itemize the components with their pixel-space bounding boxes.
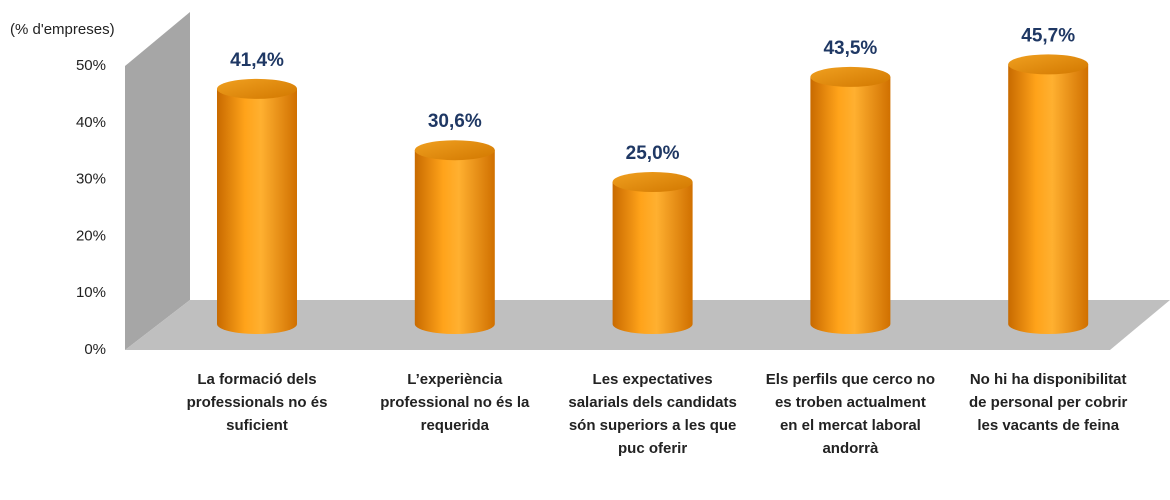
bar-top <box>810 66 891 87</box>
y-axis-label: (% d'empreses) <box>10 21 115 38</box>
bar <box>217 88 297 335</box>
bar <box>810 76 891 335</box>
value-label: 41,4% <box>230 50 284 71</box>
y-tick-label: 0% <box>84 341 106 358</box>
x-tick-label: No hi ha disponibilitat de personal per … <box>968 371 1128 434</box>
value-label: 43,5% <box>823 38 877 59</box>
value-label: 30,6% <box>428 111 482 132</box>
bar-top <box>217 78 297 99</box>
bar <box>1008 64 1089 334</box>
bar-top <box>612 172 693 192</box>
x-tick-label: Els perfils que cerco no es troben actua… <box>765 371 935 457</box>
x-tick-label: Les expectatives salarials dels candidat… <box>568 371 737 457</box>
bar <box>414 150 495 334</box>
y-tick-label: 40% <box>76 114 106 131</box>
y-tick-label: 20% <box>76 227 106 244</box>
value-label: 25,0% <box>626 143 680 164</box>
back-wall <box>125 12 190 350</box>
x-tick-label: La formació dels professionals no és suf… <box>186 371 328 434</box>
bar-top <box>414 140 495 161</box>
x-tick-label: L’experiència professional no és la requ… <box>380 371 530 434</box>
bar <box>612 182 693 334</box>
y-tick-label: 30% <box>76 171 106 188</box>
bar-top <box>1008 54 1089 75</box>
y-tick-label: 10% <box>76 284 106 301</box>
value-label: 45,7% <box>1021 25 1075 46</box>
y-tick-label: 50% <box>76 57 106 74</box>
